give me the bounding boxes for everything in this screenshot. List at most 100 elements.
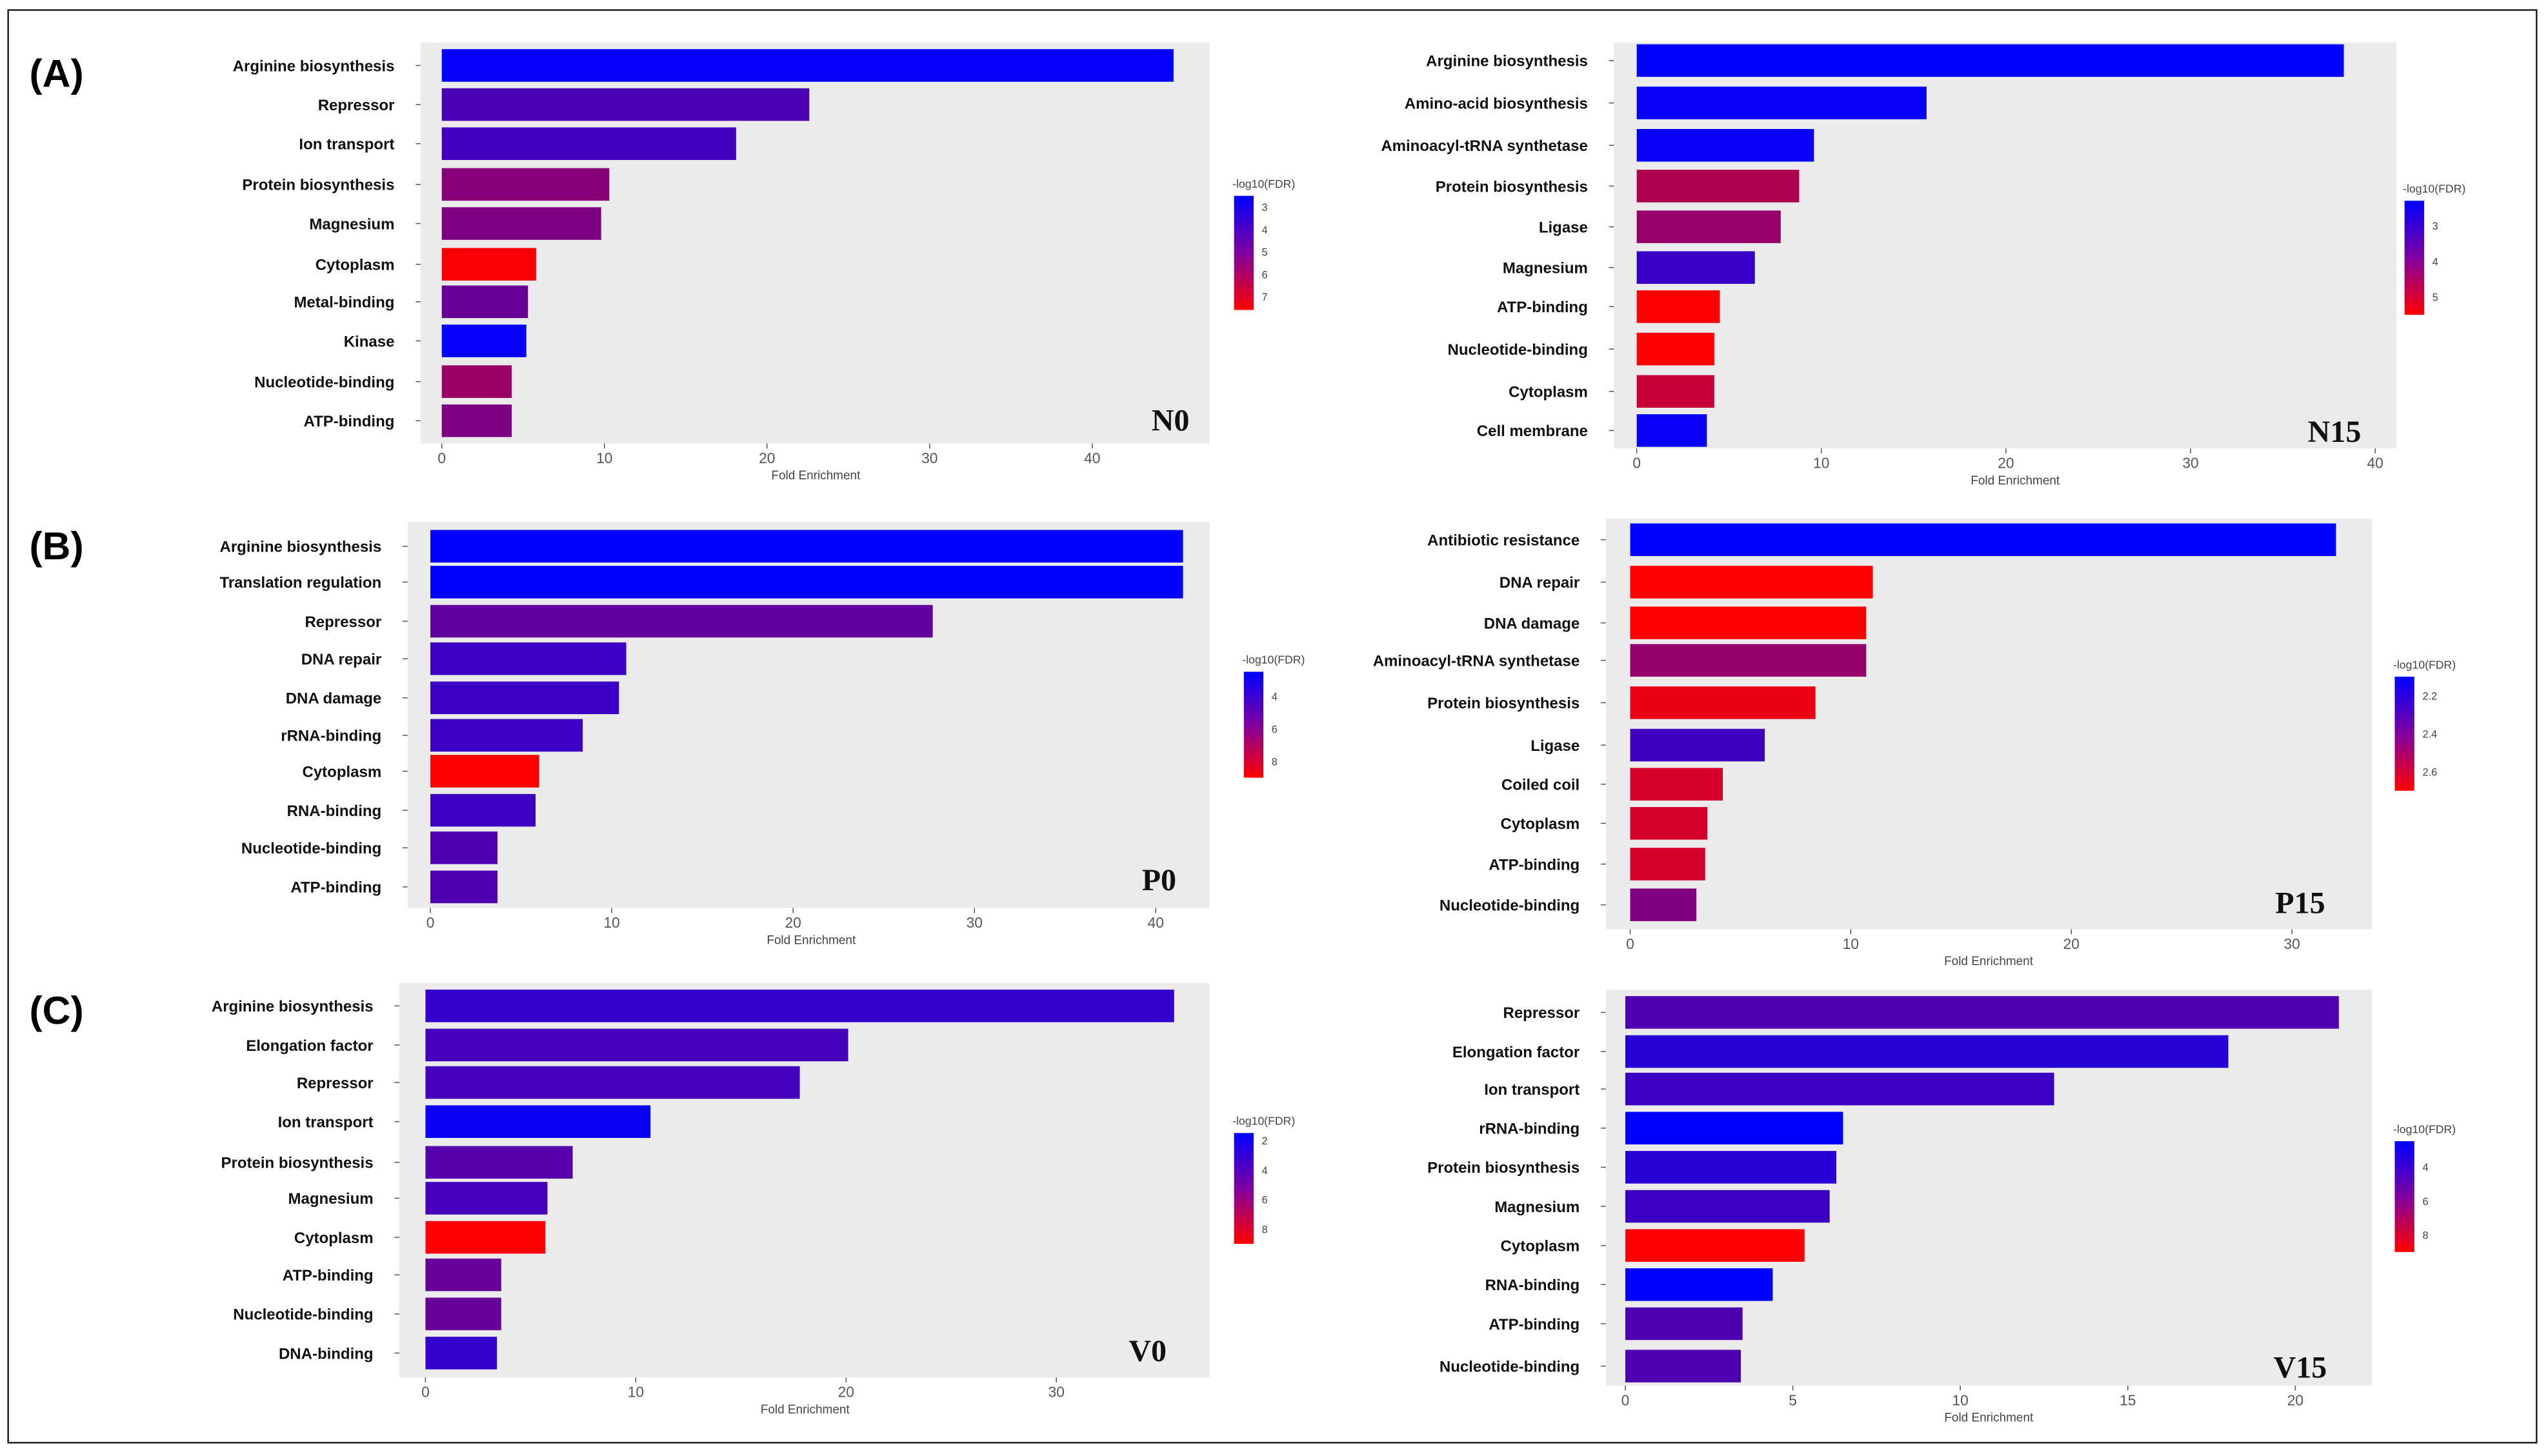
bar xyxy=(430,681,619,715)
bar xyxy=(1636,290,1720,323)
category-label: Cytoplasm xyxy=(1501,815,1580,833)
legend-tick-label: 8 xyxy=(2422,1230,2428,1242)
legend-tick-label: 4 xyxy=(1272,692,1278,703)
legend-tick-label: 4 xyxy=(1262,1165,1268,1177)
legend-tick-label: 6 xyxy=(1272,724,1278,735)
bar xyxy=(441,365,512,398)
bar xyxy=(425,1028,848,1062)
bar xyxy=(425,1337,497,1370)
category-label: DNA repair xyxy=(1500,574,1580,592)
bar xyxy=(1630,848,1705,881)
x-tick-label: 15 xyxy=(2120,1391,2136,1408)
x-tick-label: 30 xyxy=(2182,455,2198,472)
bar xyxy=(441,207,601,240)
color-legend: -log10(FDR) 2 4 6 8 xyxy=(1232,1115,1295,1244)
category-label: Arginine biosynthesis xyxy=(212,998,374,1015)
color-legend: -log10(FDR) 2.2 2.4 2.6 xyxy=(2393,658,2456,791)
bar xyxy=(1625,1350,1741,1382)
x-axis-label: Fold Enrichment xyxy=(1944,955,2034,968)
legend-tick-label: 8 xyxy=(1272,757,1278,768)
bar xyxy=(441,49,1174,82)
category-label: Translation regulation xyxy=(220,574,382,592)
bar xyxy=(1636,251,1755,284)
x-tick-label: 20 xyxy=(759,450,775,466)
bar xyxy=(441,248,536,281)
category-label: ATP-binding xyxy=(283,1267,374,1284)
bar xyxy=(1636,332,1714,366)
category-label: Cytoplasm xyxy=(1509,384,1588,401)
bar xyxy=(1625,1307,1743,1341)
category-label: Amino-acid biosynthesis xyxy=(1405,95,1588,112)
category-label: DNA-binding xyxy=(279,1345,374,1362)
category-label: Protein biosynthesis xyxy=(1427,1159,1580,1177)
color-legend: -log10(FDR) 3 4 5 6 7 xyxy=(1232,177,1295,310)
bar xyxy=(441,168,610,201)
legend-colorbar xyxy=(2394,1141,2414,1252)
bar xyxy=(441,88,810,121)
x-axis-label: Fold Enrichment xyxy=(761,1403,850,1417)
x-axis-label: Fold Enrichment xyxy=(771,469,861,483)
bar xyxy=(430,719,583,752)
bar xyxy=(1625,1151,1837,1184)
category-label: Arginine biosynthesis xyxy=(219,539,381,556)
bar xyxy=(1625,1190,1830,1223)
bar xyxy=(1625,1112,1843,1145)
category-label: Magnesium xyxy=(288,1190,374,1208)
x-tick-label: 20 xyxy=(1998,455,2014,472)
bar xyxy=(1636,44,2344,77)
legend-tick-label: 6 xyxy=(2422,1196,2428,1208)
category-label: ATP-binding xyxy=(304,413,395,430)
category-label: Cytoplasm xyxy=(1501,1238,1580,1255)
legend-tick-label: 2.2 xyxy=(2422,691,2437,703)
category-label: DNA damage xyxy=(286,690,381,708)
bar xyxy=(425,1182,548,1215)
bar xyxy=(430,566,1183,599)
bar xyxy=(430,642,627,675)
legend-colorbar xyxy=(1234,1133,1254,1244)
bar xyxy=(1636,210,1781,243)
category-label: Cell membrane xyxy=(1477,423,1588,440)
x-tick-label: 20 xyxy=(785,914,801,931)
bar xyxy=(1630,768,1723,801)
x-tick-label: 0 xyxy=(421,1384,430,1401)
legend-title: -log10(FDR) xyxy=(2403,183,2465,195)
category-label: Ligase xyxy=(1530,737,1580,755)
x-tick-label: 30 xyxy=(967,914,983,931)
x-tick-label: 40 xyxy=(1148,914,1164,931)
chart-V15: 0 5 10 15 20 Fold Enrichment Repressor Elongati… xyxy=(1427,990,2456,1425)
bar xyxy=(1625,1268,1773,1301)
panel-tag: P0 xyxy=(1142,863,1176,897)
color-legend: -log10(FDR) 4 6 8 xyxy=(2393,1122,2456,1252)
x-tick-label: 20 xyxy=(2063,935,2080,952)
x-tick-label: 0 xyxy=(426,914,435,931)
bar xyxy=(1630,606,1867,639)
category-label: RNA-binding xyxy=(1485,1277,1580,1294)
category-label: rRNA-binding xyxy=(1479,1121,1580,1138)
category-label: Nucleotide-binding xyxy=(241,840,381,857)
x-tick-label: 20 xyxy=(838,1384,854,1401)
legend-tick-label: 7 xyxy=(1262,292,1268,303)
category-label: Arginine biosynthesis xyxy=(233,57,395,75)
bar xyxy=(1636,86,1927,119)
category-label: Ion transport xyxy=(1484,1081,1580,1099)
category-label: Ligase xyxy=(1539,219,1588,236)
x-tick-label: 10 xyxy=(1952,1391,1969,1408)
bar xyxy=(425,1221,546,1254)
category-label: Arginine biosynthesis xyxy=(1426,53,1588,70)
bar xyxy=(1625,996,2339,1029)
category-label: ATP-binding xyxy=(1497,299,1588,316)
bar xyxy=(441,324,527,357)
legend-colorbar xyxy=(1243,672,1264,778)
bar xyxy=(1630,644,1867,677)
bar xyxy=(430,755,539,788)
panel-tag: V15 xyxy=(2274,1350,2327,1384)
category-label: DNA damage xyxy=(1484,615,1580,632)
legend-tick-label: 6 xyxy=(1262,1195,1268,1206)
category-label: Cytoplasm xyxy=(316,257,395,274)
bar xyxy=(1636,375,1714,408)
category-label: Magnesium xyxy=(1494,1199,1580,1216)
category-label: Nucleotide-binding xyxy=(1440,1358,1580,1375)
category-label: Cytoplasm xyxy=(303,763,382,781)
x-tick-label: 40 xyxy=(2367,455,2383,472)
